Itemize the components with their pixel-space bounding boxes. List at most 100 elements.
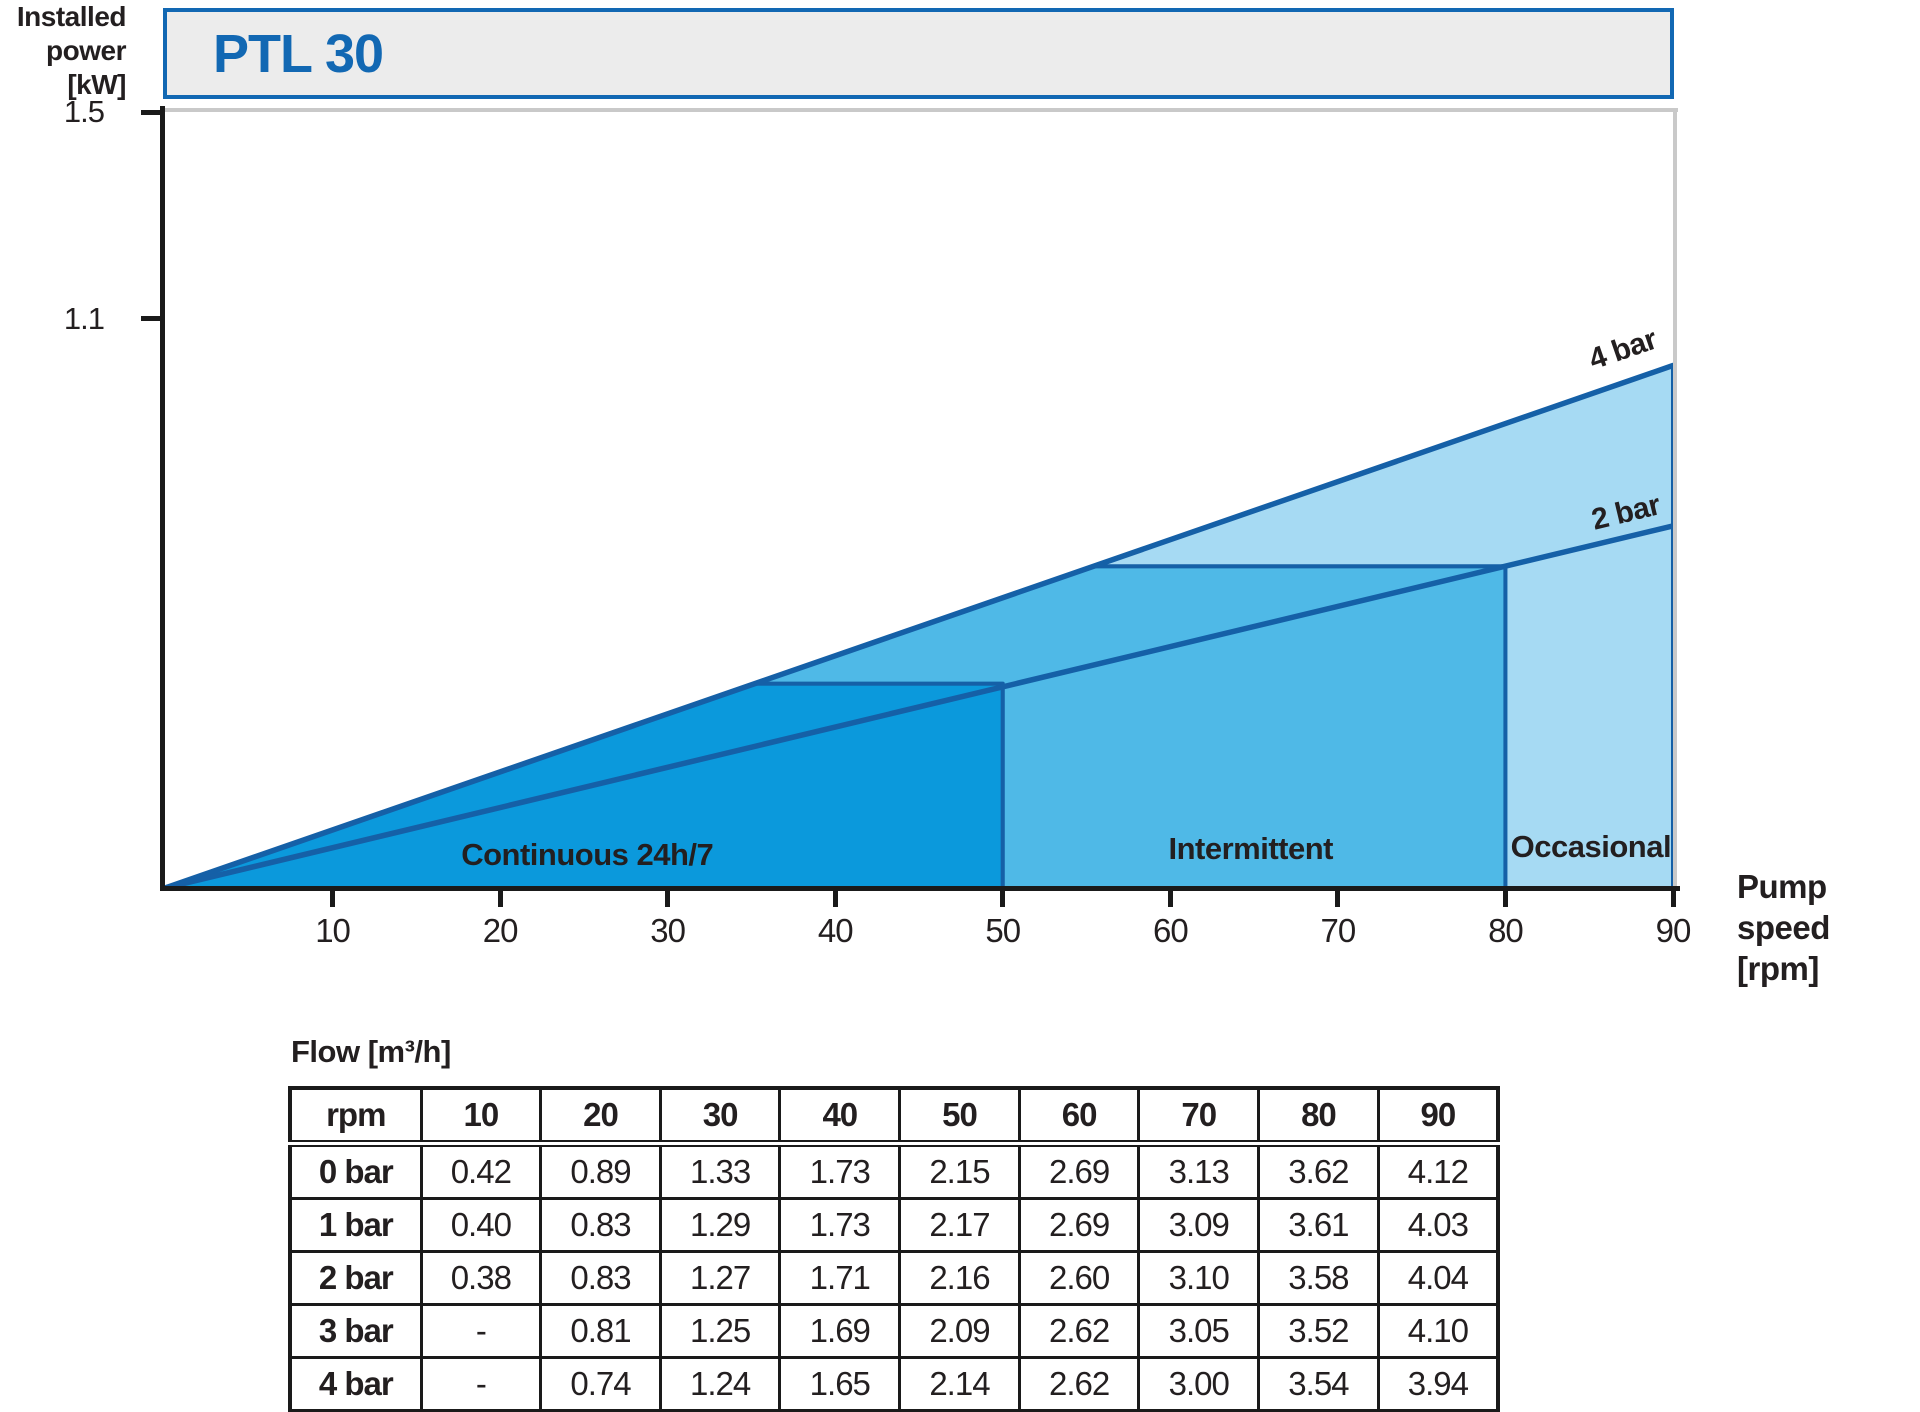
flow-value-cell: 4.10	[1376, 1303, 1500, 1359]
flow-header-50: 50	[898, 1086, 1021, 1147]
flow-header-30: 30	[658, 1086, 782, 1147]
x-tick-label-60: 60	[1152, 912, 1189, 949]
flow-header-40: 40	[778, 1086, 902, 1147]
flow-row-label: 3 bar	[288, 1303, 423, 1359]
flow-header-80: 80	[1257, 1086, 1380, 1147]
product-title: PTL 30	[213, 23, 384, 84]
x-tick-70	[1335, 891, 1341, 907]
y-tick-1.5	[141, 109, 165, 115]
y-tick-label-1.1: 1.1	[63, 300, 105, 336]
flow-value-cell: 2.15	[898, 1142, 1021, 1200]
flow-row-4-bar: 4 bar -0.74 1.24 1.65 2.14 2.62 3.00 3.54 3.94	[288, 1356, 1500, 1412]
flow-header-90: 90	[1376, 1086, 1500, 1147]
flow-value-cell: 3.62	[1257, 1142, 1380, 1200]
flow-value-cell: 4.04	[1376, 1250, 1500, 1306]
flow-value-cell: 2.14	[898, 1356, 1021, 1412]
flow-value-cell: 2.62	[1017, 1303, 1141, 1359]
flow-value-cell: -	[419, 1356, 543, 1412]
flow-value-cell: 3.58	[1257, 1250, 1380, 1306]
x-tick-label-80: 80	[1488, 912, 1524, 949]
flow-table-header: rpm 10 20 30 40 50 60 70 80 90	[288, 1086, 1500, 1147]
flow-value-cell: 2.16	[898, 1250, 1021, 1306]
flow-value-cell: 0.38	[419, 1250, 543, 1306]
flow-value-cell: 2.60	[1017, 1250, 1141, 1306]
y-axis-title-line: power	[46, 35, 126, 66]
product-title-box: PTL 30	[163, 8, 1674, 99]
x-tick-label-50: 50	[985, 912, 1021, 949]
x-axis-line	[160, 886, 1680, 891]
flow-value-cell: 1.25	[658, 1303, 782, 1359]
y-axis-line	[160, 106, 165, 891]
flow-value-cell: 3.05	[1137, 1303, 1261, 1359]
flow-value-cell: 0.40	[419, 1197, 543, 1253]
flow-value-cell: 3.61	[1257, 1197, 1380, 1253]
flow-value-cell: 2.69	[1017, 1197, 1141, 1253]
flow-value-cell: 0.89	[539, 1142, 662, 1200]
x-tick-40	[832, 891, 838, 907]
flow-value-cell: -	[419, 1303, 543, 1359]
x-tick-label-10: 10	[315, 912, 351, 949]
x-tick-60	[1167, 891, 1173, 907]
x-tick-label-40: 40	[817, 912, 854, 949]
flow-value-cell: 0.42	[419, 1142, 543, 1200]
flow-row-label: 2 bar	[288, 1250, 423, 1306]
pressure-curve-2-bar	[165, 523, 1673, 888]
y-axis-title-line: [kW]	[67, 69, 126, 100]
region-label-intermittent: Intermittent	[1168, 831, 1334, 867]
region-label-occasional: Occasional	[1510, 829, 1672, 865]
flow-value-cell: 1.69	[778, 1303, 902, 1359]
flow-value-cell: 0.81	[539, 1303, 662, 1359]
x-tick-80	[1502, 891, 1508, 907]
flow-table: rpm 10 20 30 40 50 60 70 80 90 0 bar 0.42 0.89 1.33 1…	[288, 1086, 1500, 1412]
flow-value-cell: 3.52	[1257, 1303, 1380, 1359]
x-tick-label-90: 90	[1655, 912, 1692, 949]
y-tick-1.1	[141, 316, 165, 322]
flow-value-cell: 1.33	[658, 1142, 782, 1200]
flow-row-label: 0 bar	[288, 1142, 423, 1200]
flow-value-cell: 1.65	[778, 1356, 902, 1412]
y-tick-label-1.5: 1.5	[63, 94, 105, 129]
flow-value-cell: 2.09	[898, 1303, 1021, 1359]
flow-value-cell: 3.10	[1137, 1250, 1261, 1306]
x-tick-50	[1000, 891, 1006, 907]
flow-table-title: Flow [m³/h]	[291, 1034, 451, 1069]
flow-value-cell: 1.27	[658, 1250, 782, 1306]
flow-value-cell: 3.00	[1137, 1356, 1261, 1412]
x-tick-label-70: 70	[1320, 912, 1357, 949]
flow-value-cell: 3.09	[1137, 1197, 1261, 1253]
flow-row-3-bar: 3 bar -0.81 1.25 1.69 2.09 2.62 3.05 3.52 4.10	[288, 1303, 1500, 1359]
flow-value-cell: 1.71	[778, 1250, 902, 1306]
flow-value-cell: 1.29	[658, 1197, 782, 1253]
flow-row-0-bar: 0 bar 0.42 0.89 1.33 1.73 2.15 2.69 3.13 3.62 4.1…	[288, 1142, 1500, 1200]
flow-row-label: 1 bar	[288, 1197, 423, 1253]
chart-canvas	[165, 362, 1673, 888]
y-axis-title: Installed power [kW]	[0, 0, 127, 102]
plot-frame-top	[163, 108, 1678, 112]
x-axis-title-line: speed [rpm]	[1737, 909, 1830, 987]
flow-value-cell: 3.54	[1257, 1356, 1380, 1412]
flow-row-label: 4 bar	[288, 1356, 423, 1412]
flow-value-cell: 2.69	[1017, 1142, 1141, 1200]
x-axis-title: Pump speed [rpm]	[1737, 866, 1920, 989]
power-speed-chart: Continuous 24h/7 Intermittent Occasional 4 …	[165, 112, 1673, 888]
flow-header-10: 10	[419, 1086, 543, 1147]
flow-header-70: 70	[1137, 1086, 1261, 1147]
flow-value-cell: 0.83	[539, 1250, 662, 1306]
y-axis-title-line: Installed	[16, 1, 127, 32]
x-tick-label-20: 20	[482, 912, 519, 949]
pressure-curve-4-bar	[165, 362, 1673, 888]
x-tick-30	[665, 891, 671, 907]
flow-header-20: 20	[539, 1086, 662, 1147]
flow-header-60: 60	[1017, 1086, 1141, 1147]
flow-value-cell: 1.73	[778, 1197, 902, 1253]
x-tick-20	[497, 891, 503, 907]
plot-frame-right	[1673, 108, 1677, 890]
flow-value-cell: 0.74	[539, 1356, 662, 1412]
flow-value-cell: 1.24	[658, 1356, 782, 1412]
flow-value-cell: 2.17	[898, 1197, 1021, 1253]
flow-value-cell: 3.94	[1376, 1356, 1500, 1412]
flow-row-1-bar: 1 bar 0.40 0.83 1.29 1.73 2.17 2.69 3.09 3.61 4.0…	[288, 1197, 1500, 1253]
flow-header-rpm: rpm	[288, 1086, 423, 1147]
x-tick-90	[1670, 891, 1676, 907]
